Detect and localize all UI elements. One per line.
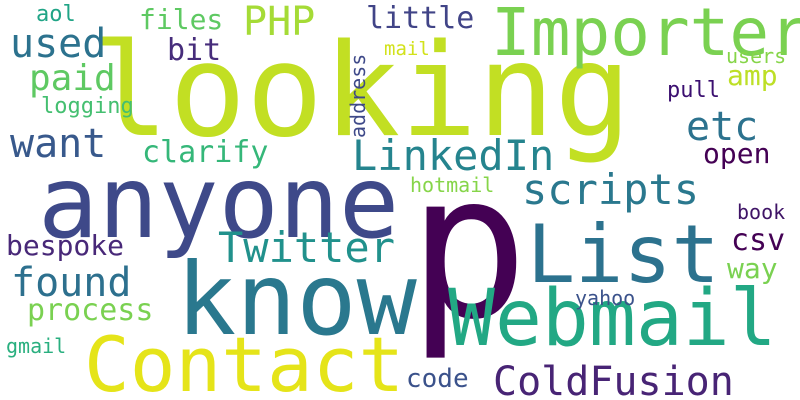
word-anyone: anyone	[38, 144, 400, 261]
word-linkedin: LinkedIn	[352, 131, 555, 180]
word-pull: pull	[667, 78, 720, 103]
word-twitter: Twitter	[218, 223, 396, 272]
word-code: code	[406, 364, 469, 394]
word-little: little	[366, 1, 475, 36]
word-bespoke: bespoke	[6, 229, 125, 262]
word-way: way	[727, 252, 778, 285]
word-scripts: scripts	[522, 165, 700, 214]
word-process: process	[27, 293, 154, 328]
word-paid: paid	[29, 58, 116, 99]
word-contact: Contact	[84, 320, 405, 400]
word-want: want	[10, 121, 107, 167]
word-know: know	[176, 241, 417, 358]
word-yahoo: yahoo	[575, 286, 636, 310]
word-importer: Importer	[491, 0, 800, 71]
word-aol: aol	[36, 2, 76, 27]
word-clarify: clarify	[142, 135, 269, 170]
word-found: found	[11, 260, 132, 306]
word-gmail: gmail	[6, 334, 67, 358]
word-mail: mail	[384, 38, 430, 60]
word-csv: csv	[731, 223, 786, 258]
word-bit: bit	[167, 33, 222, 68]
word-files: files	[139, 3, 224, 36]
word-hotmail: hotmail	[410, 173, 495, 197]
word-php: PHP	[243, 0, 316, 45]
word-open: open	[703, 137, 771, 170]
word-coldfusion: ColdFusion	[493, 359, 734, 400]
word-amp: amp	[727, 59, 778, 92]
word-address: address	[346, 53, 370, 138]
word-looking: looking	[92, 17, 632, 166]
word-used: used	[10, 21, 107, 67]
word-list: List	[527, 208, 720, 301]
word-webmail: Webmail	[448, 274, 777, 364]
word-p: p	[408, 131, 529, 364]
word-users: users	[726, 44, 787, 68]
word-etc: etc	[686, 104, 759, 150]
word-logging: logging	[41, 94, 134, 119]
word-book: book	[737, 200, 786, 224]
